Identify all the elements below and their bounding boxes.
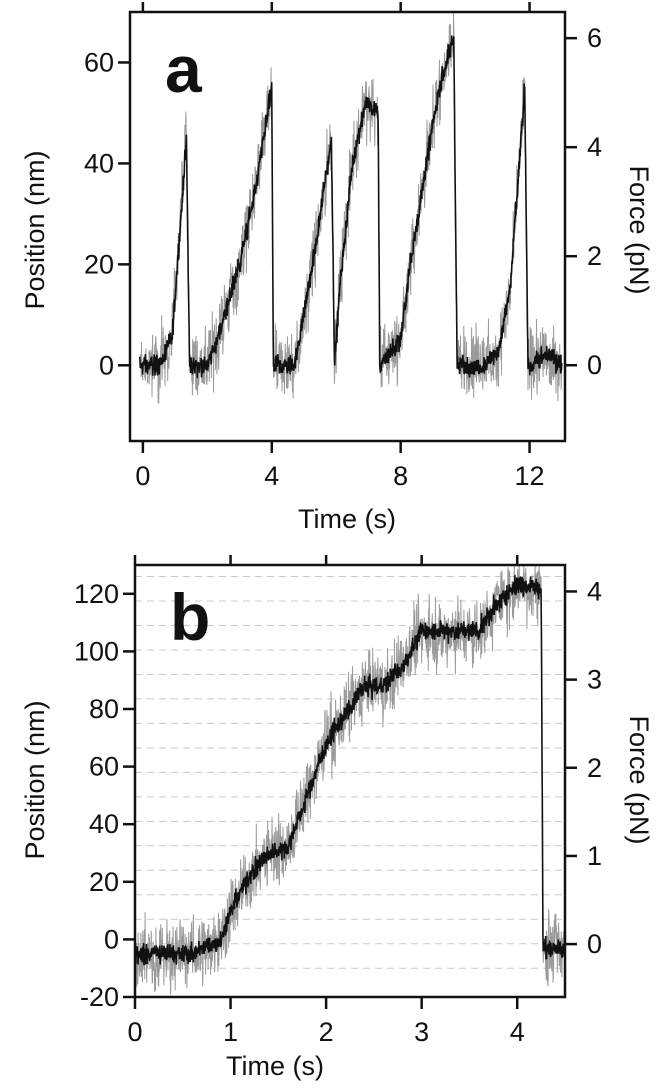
panel-a-letter: a: [165, 32, 203, 106]
panel-a-x-ticks: 0 4 8 12: [135, 2, 545, 491]
y2-tick-label: 0: [587, 929, 602, 959]
panel-b: 0 1 2 3 4 -20 0 20 40 60 80 100 120 0 1 2 3 4 b Time (s…: [20, 555, 654, 1081]
y2-tick-label: 0: [587, 350, 602, 380]
series-0-filtered-trace: [138, 35, 563, 379]
y2-tick-label: 4: [587, 576, 602, 606]
panel-b-x-ticks: 0 1 2 3 4: [127, 555, 525, 1047]
panel-a-x-axis-title: Time (s): [298, 504, 396, 534]
panel-b-x-axis-title: Time (s): [226, 1051, 324, 1081]
y-tick-label: 0: [104, 924, 119, 954]
panel-b-y-axis-title: Position (nm): [20, 700, 50, 859]
x-tick-label: 2: [319, 1017, 334, 1047]
x-tick-label: 8: [393, 461, 408, 491]
x-tick-label: 4: [510, 1017, 525, 1047]
panel-a-plot-area: [138, 11, 563, 404]
panel-b-letter: b: [170, 580, 210, 654]
panel-b-y-ticks: -20 0 20 40 60 80 100 120: [74, 579, 135, 1012]
x-tick-label: 3: [414, 1017, 429, 1047]
panel-b-y2-axis-title: Force (pN): [624, 715, 654, 844]
y2-tick-label: 4: [587, 132, 602, 162]
panel-a: 0 4 8 12 0 20 40 60 0 2 4 6 a Time (s) Position (…: [20, 2, 654, 534]
y-tick-label: 0: [99, 350, 114, 380]
y-tick-label: 60: [89, 752, 119, 782]
y2-tick-label: 2: [587, 241, 602, 271]
y-tick-label: 100: [74, 636, 119, 666]
y2-tick-label: 1: [587, 841, 602, 871]
y2-tick-label: 3: [587, 665, 602, 695]
y2-tick-label: 2: [587, 753, 602, 783]
series-0-raw-trace: [139, 11, 563, 404]
series-0-filtered-trace: [134, 575, 566, 966]
panel-a-y2-axis-title: Force (pN): [624, 165, 654, 294]
panel-b-y2-ticks: 0 1 2 3 4: [565, 576, 602, 959]
y-tick-label: -20: [80, 982, 119, 1012]
y-tick-label: 60: [84, 47, 114, 77]
panel-b-frame: [133, 563, 567, 999]
y-tick-label: 20: [89, 867, 119, 897]
y-tick-label: 80: [89, 694, 119, 724]
x-tick-label: 1: [223, 1017, 238, 1047]
y-tick-label: 40: [84, 148, 114, 178]
x-tick-label: 0: [127, 1017, 142, 1047]
panel-a-y2-ticks: 0 2 4 6: [565, 23, 602, 380]
x-tick-label: 0: [135, 461, 150, 491]
x-tick-label: 12: [515, 461, 545, 491]
y-tick-label: 120: [74, 579, 119, 609]
y2-tick-label: 6: [587, 23, 602, 53]
y-tick-label: 20: [84, 249, 114, 279]
x-tick-label: 4: [264, 461, 279, 491]
panel-a-y-axis-title: Position (nm): [20, 150, 50, 309]
panel-a-y-ticks: 0 20 40 60: [84, 47, 130, 380]
y-tick-label: 40: [89, 809, 119, 839]
panel-a-frame: [128, 10, 567, 443]
panel-b-plot-area: [134, 564, 566, 995]
